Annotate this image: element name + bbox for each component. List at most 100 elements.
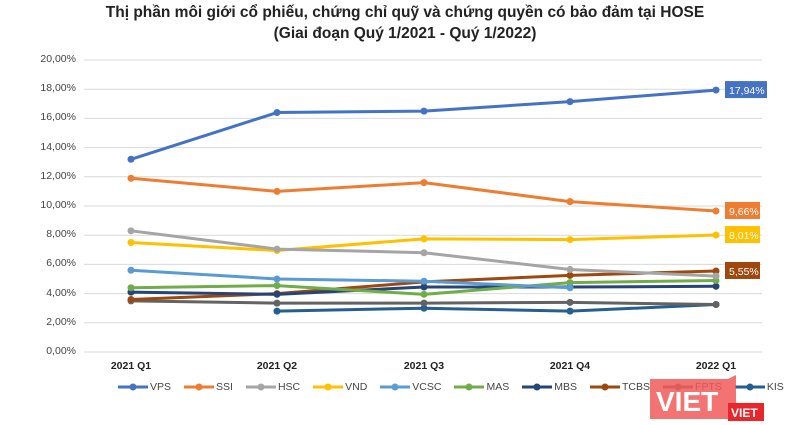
data-point: [273, 187, 281, 195]
legend-label: SSI: [216, 381, 233, 393]
legend-label: VPS: [150, 381, 172, 393]
chart-title: Thị phần môi giới cổ phiếu, chứng chỉ qu…: [0, 2, 810, 44]
data-point: [420, 290, 428, 298]
data-point: [566, 271, 574, 279]
data-point: [420, 179, 428, 187]
data-point: [273, 245, 281, 253]
data-point: [420, 283, 428, 291]
legend-item-hsc: HSC: [245, 381, 301, 393]
data-point: [712, 272, 720, 280]
y-tick-label: 4,00%: [46, 286, 76, 299]
legend-marker-icon: [313, 383, 344, 391]
legend-marker-icon: [734, 383, 765, 391]
data-label-ssi: 9,66%: [725, 201, 760, 219]
data-point: [420, 107, 428, 115]
data-point: [127, 174, 135, 182]
legend-marker-icon: [454, 383, 485, 391]
data-point: [127, 155, 135, 163]
legend-marker-icon: [590, 383, 621, 391]
data-label-vnd: 8,01%: [725, 226, 760, 244]
legend-item-mas: MAS: [454, 381, 509, 393]
data-point: [566, 198, 574, 206]
legend-label: MAS: [486, 381, 510, 393]
legend-marker-icon: [380, 383, 411, 391]
x-tick-label: 2022 Q1: [695, 360, 737, 372]
data-point: [712, 267, 720, 275]
legend-label: MBS: [554, 381, 578, 393]
data-point: [420, 249, 428, 257]
data-point: [712, 207, 720, 215]
chart-title-line1: Thị phần môi giới cổ phiếu, chứng chỉ qu…: [105, 4, 705, 21]
data-point: [566, 284, 574, 292]
x-tick-label: 2021 Q2: [256, 360, 298, 372]
legend-item-vps: VPS: [118, 381, 171, 393]
data-point: [712, 301, 720, 309]
legend-item-kis: KIS: [734, 381, 784, 393]
legend-item-tcbs: TCBS: [590, 381, 650, 393]
legend-label: KIS: [766, 381, 784, 393]
watermark-text: VIET: [656, 386, 718, 417]
legend-item-ssi: SSI: [184, 381, 233, 393]
data-point: [712, 86, 720, 94]
y-tick-label: 12,00%: [40, 169, 76, 182]
series-hsc: [127, 227, 720, 280]
svg-text:9,66%: 9,66%: [729, 206, 759, 218]
vietnamnet-watermark-logo: VIET VIET: [650, 375, 764, 421]
legend-item-vcsc: VCSC: [380, 381, 441, 393]
data-point: [273, 307, 281, 315]
x-tick-label: 2021 Q1: [110, 360, 152, 372]
svg-text:8,01%: 8,01%: [729, 230, 759, 242]
data-point: [712, 231, 720, 239]
legend-marker-icon: [184, 383, 215, 391]
svg-text:5,55%: 5,55%: [729, 266, 759, 278]
legend-label: HSC: [277, 381, 301, 393]
series-ssi: [127, 174, 720, 215]
data-point: [420, 277, 428, 285]
data-label-vps: 17,94%: [725, 81, 767, 99]
y-tick-label: 10,00%: [40, 199, 76, 211]
data-point: [273, 299, 281, 307]
data-point: [273, 282, 281, 290]
y-tick-label: 16,00%: [40, 111, 76, 124]
x-tick-label: 2021 Q3: [403, 360, 445, 372]
svg-text:17,94%: 17,94%: [729, 85, 765, 97]
data-point: [566, 98, 574, 106]
data-point: [420, 299, 428, 307]
data-point: [712, 282, 720, 290]
legend-label: TCBS: [622, 381, 651, 393]
data-point: [420, 235, 428, 243]
data-point: [127, 266, 135, 274]
y-tick-label: 2,00%: [46, 315, 76, 328]
y-tick-label: 18,00%: [40, 82, 76, 95]
legend-marker-icon: [118, 383, 148, 391]
legend-label: VCSC: [412, 381, 442, 393]
y-tick-label: 20,00%: [40, 53, 76, 65]
legend-marker-icon: [245, 383, 276, 391]
data-point: [566, 279, 574, 287]
data-point: [127, 284, 135, 292]
data-point: [566, 236, 574, 244]
data-point: [566, 307, 574, 315]
data-label-tcbs: 5,55%: [725, 261, 760, 279]
x-tick-label: 2021 Q4: [549, 360, 591, 372]
legend-item-mbs: MBS: [522, 381, 577, 393]
watermark-text-small: VIET: [731, 406, 758, 420]
y-tick-label: 6,00%: [46, 257, 76, 270]
data-point: [127, 295, 135, 303]
chart-subtitle: (Giai đoạn Quý 1/2021 - Quý 1/2022): [273, 25, 537, 42]
data-point: [127, 227, 135, 235]
data-point: [420, 304, 428, 312]
data-point: [273, 290, 281, 298]
data-point: [273, 109, 281, 117]
legend-item-vnd: VND: [313, 381, 367, 393]
series-fpts: [127, 297, 720, 309]
series-vcsc: [127, 266, 574, 292]
y-tick-label: 0,00%: [46, 345, 76, 357]
y-tick-label: 8,00%: [46, 228, 76, 241]
series-vps: [127, 86, 720, 163]
legend-label: VND: [345, 381, 368, 393]
legend-marker-icon: [522, 383, 553, 391]
data-point: [127, 239, 135, 246]
data-point: [273, 275, 281, 283]
